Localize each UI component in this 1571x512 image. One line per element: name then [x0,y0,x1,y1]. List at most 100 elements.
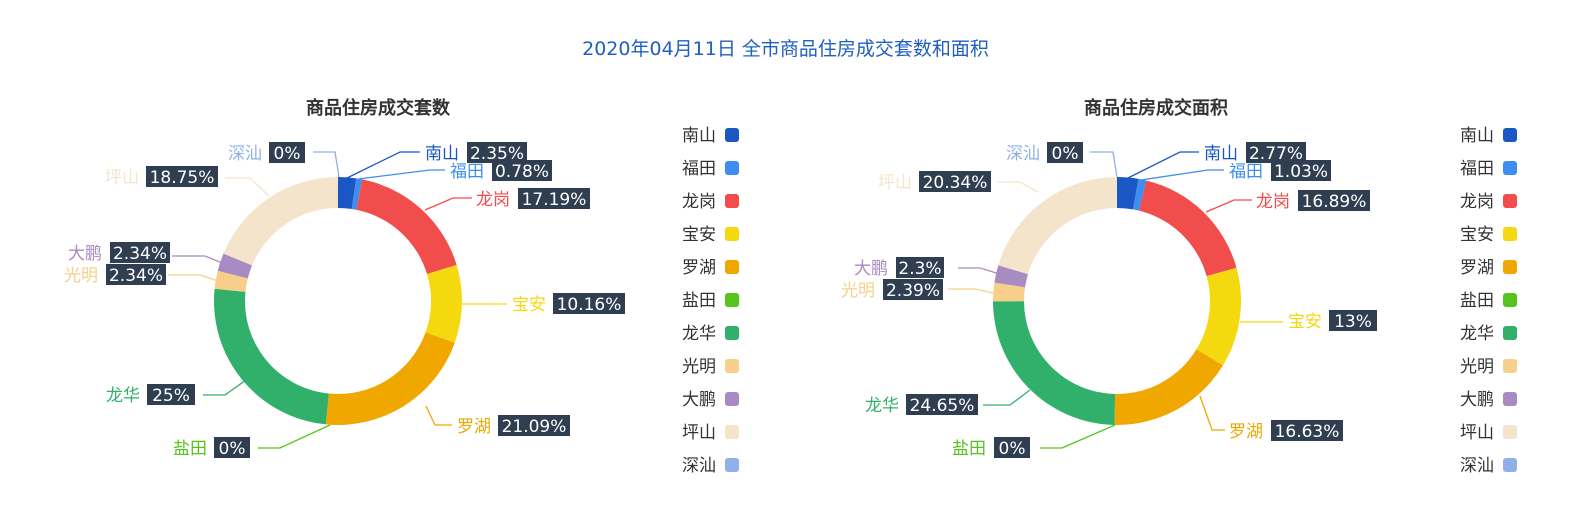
legend-item-福田[interactable]: 福田 [1460,159,1517,179]
slice-坪山 [223,177,338,266]
slice-label-name: 南山 [1204,144,1238,164]
legend-swatch [725,227,739,241]
legend-item-深汕[interactable]: 深汕 [1460,456,1517,476]
legend-label: 南山 [1460,126,1494,146]
slice-label-name: 深汕 [228,144,262,164]
chart-1: 南山 2.35%福田 0.78%龙岗 17.19%宝安 10.16%罗湖 21.09%盐田… [64,126,739,476]
slice-南山 [338,177,357,210]
legend-label: 罗湖 [682,258,716,278]
value-label-box [518,188,590,209]
slice-label-value: 2.39% [886,281,940,301]
legend-item-南山[interactable]: 南山 [1460,126,1517,146]
legend-label: 大鹏 [682,390,716,410]
value-label-box [896,257,944,278]
legend-item-宝安[interactable]: 宝安 [1460,225,1517,245]
legend-item-南山[interactable]: 南山 [682,126,739,146]
leader-line-福田 [357,169,445,180]
slice-宝安 [425,265,462,343]
value-label-box [498,415,570,436]
slice-label-name: 宝安 [512,295,546,315]
leader-line-深汕 [1090,151,1118,178]
slice-label-name: 坪山 [105,168,139,188]
legend-item-盐田[interactable]: 盐田 [682,291,739,311]
value-label-box [110,242,170,263]
slice-龙岗 [1138,180,1237,277]
legend-item-龙华[interactable]: 龙华 [682,324,739,344]
legend-item-龙岗[interactable]: 龙岗 [1460,192,1517,212]
leader-line-坪山 [225,177,270,197]
legend-swatch [1503,425,1517,439]
leader-line-龙华 [983,389,1031,406]
leader-line-福田 [1140,169,1224,181]
legend-item-福田[interactable]: 福田 [682,159,739,179]
legend-label: 光明 [682,357,716,377]
value-label-box [883,279,943,300]
legend-swatch [725,260,739,274]
legend-swatch [725,128,739,142]
slice-label-name: 南山 [425,144,459,164]
legend-label: 光明 [1460,357,1494,377]
legend-item-罗湖[interactable]: 罗湖 [682,258,739,278]
slice-label-name: 深汕 [1006,144,1040,164]
slice-label-value: 2.34% [113,244,167,264]
legend-label: 龙岗 [1460,192,1494,212]
slice-罗湖 [325,332,455,425]
value-label-box [269,142,305,163]
slice-福田 [1133,178,1147,211]
legend-item-光明[interactable]: 光明 [682,357,739,377]
legend-swatch [725,161,739,175]
legend-swatch [1503,227,1517,241]
legend-swatch [1503,326,1517,340]
slice-label-name: 罗湖 [457,417,491,437]
slice-大鹏 [994,265,1028,288]
slice-label-value: 16.89% [1302,192,1367,212]
slice-label-value: 0% [274,144,301,164]
legend-swatch [725,194,739,208]
legend-item-盐田[interactable]: 盐田 [1460,291,1517,311]
slice-label-name: 龙华 [865,396,899,416]
legend-label: 坪山 [682,423,716,443]
legend-item-罗湖[interactable]: 罗湖 [1460,258,1517,278]
slice-龙岗 [356,179,457,275]
leader-line-罗湖 [425,405,452,426]
legend-item-龙岗[interactable]: 龙岗 [682,192,739,212]
slice-label-value: 24.65% [910,396,975,416]
legend-swatch [1503,458,1517,472]
value-label-box [1271,160,1331,181]
value-label-box [214,437,250,458]
slice-光明 [214,270,248,292]
slice-label-value: 2.35% [470,144,524,164]
legend-swatch [1503,260,1517,274]
leader-line-南山 [1127,151,1199,179]
legend-label: 龙华 [1460,324,1494,344]
value-label-box [467,142,527,163]
legend-swatch [1503,392,1517,406]
slice-label-value: 0% [999,439,1026,459]
legend-item-大鹏[interactable]: 大鹏 [1460,390,1517,410]
slice-label-value: 10.16% [557,295,622,315]
slice-label-value: 0.78% [495,162,549,182]
legend-swatch [1503,128,1517,142]
value-label-box [1329,310,1377,331]
slice-宝安 [1196,267,1242,366]
legend-item-光明[interactable]: 光明 [1460,357,1517,377]
legend-item-龙华[interactable]: 龙华 [1460,324,1517,344]
legend-item-宝安[interactable]: 宝安 [682,225,739,245]
legend-label: 南山 [682,126,716,146]
legend-item-大鹏[interactable]: 大鹏 [682,390,739,410]
legend-item-坪山[interactable]: 坪山 [1460,423,1517,443]
legend-item-坪山[interactable]: 坪山 [682,423,739,443]
slice-label-value: 2.34% [109,266,163,286]
slice-龙华 [214,288,329,425]
value-label-box [492,160,552,181]
value-label-box [106,264,166,285]
legend-item-深汕[interactable]: 深汕 [682,456,739,476]
slice-光明 [993,282,1026,302]
slice-label-name: 龙岗 [1256,192,1290,212]
legend-swatch [725,458,739,472]
leader-line-盐田 [1040,424,1116,449]
legend-swatch [725,293,739,307]
legend-swatch [725,326,739,340]
slice-label-value: 0% [219,439,246,459]
